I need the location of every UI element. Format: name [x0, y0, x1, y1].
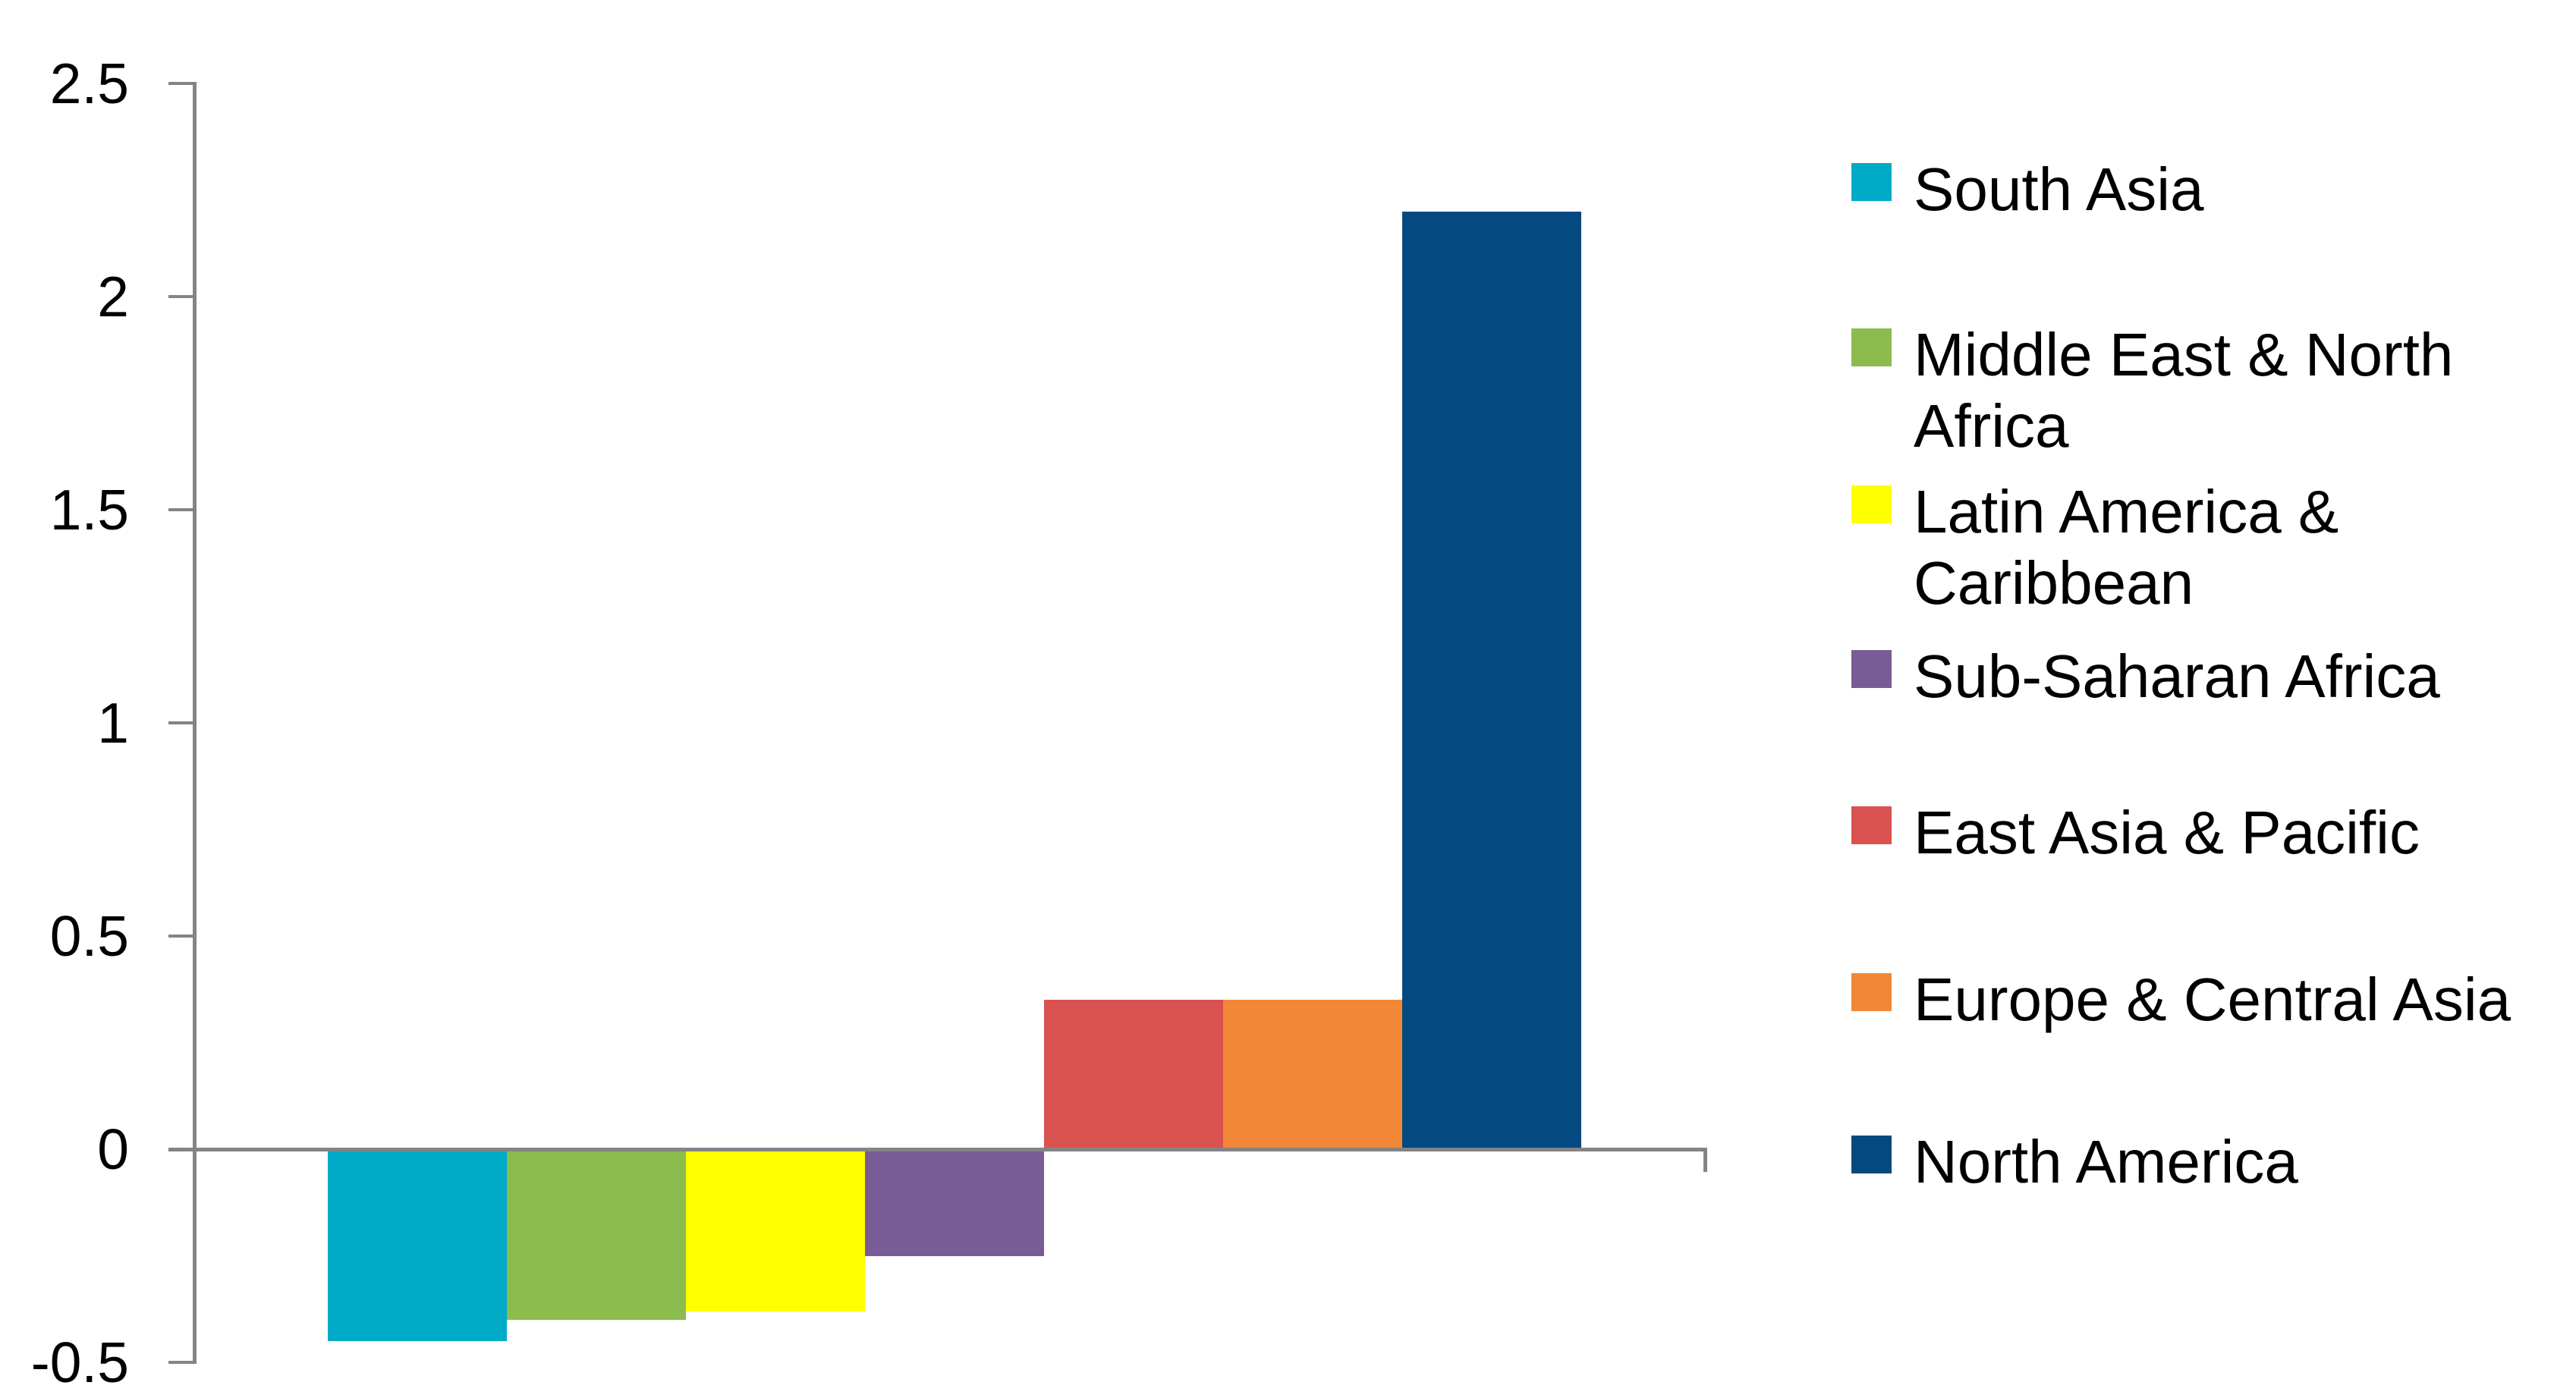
y-tick-label: 0 [97, 1117, 129, 1181]
legend-swatch-middle-east-north-africa [1851, 328, 1892, 366]
legend: South Asia Middle East & North Africa Lati… [1851, 0, 2576, 1398]
y-tick [168, 82, 193, 85]
y-tick-label: 0.5 [49, 904, 129, 968]
x-axis-end-tick [1703, 1148, 1707, 1172]
legend-label: East Asia & Pacific [1914, 799, 2420, 866]
legend-label: Sub-Saharan Africa [1914, 642, 2440, 710]
bar-europe-central-asia [1223, 1000, 1402, 1149]
legend-swatch-north-america [1851, 1136, 1892, 1173]
bar-sub-saharan-africa [865, 1149, 1044, 1256]
bar-middle-east-north-africa [507, 1149, 686, 1320]
y-tick-label: 1.5 [49, 478, 129, 542]
y-tick [168, 935, 193, 938]
y-tick-label: -0.5 [30, 1330, 129, 1394]
legend-swatch-sub-saharan-africa [1851, 650, 1892, 688]
y-tick [168, 508, 193, 511]
y-tick-label: 1 [97, 691, 129, 755]
y-tick [168, 721, 193, 724]
legend-swatch-east-asia-pacific [1851, 806, 1892, 844]
bar-latin-america-caribbean [686, 1149, 865, 1312]
y-tick [168, 1361, 193, 1364]
legend-swatch-south-asia [1851, 163, 1892, 201]
y-axis-line [193, 82, 197, 1364]
y-tick [168, 295, 193, 298]
y-tick-label: 2 [97, 265, 129, 328]
bar-east-asia-pacific [1044, 1000, 1223, 1149]
x-axis-line [168, 1148, 1707, 1151]
legend-swatch-europe-central-asia [1851, 973, 1892, 1011]
legend-label: North America [1914, 1128, 2298, 1195]
bar-north-america [1402, 211, 1581, 1149]
legend-label: South Asia [1914, 156, 2204, 223]
legend-label: Europe & Central Asia [1914, 966, 2512, 1033]
legend-swatch-latin-america-caribbean [1851, 485, 1892, 523]
bar-south-asia [328, 1149, 507, 1341]
y-tick-label: 2.5 [49, 52, 129, 115]
legend-label: Latin America & Caribbean [1914, 478, 2339, 617]
legend-label: Middle East & North Africa [1914, 321, 2454, 460]
